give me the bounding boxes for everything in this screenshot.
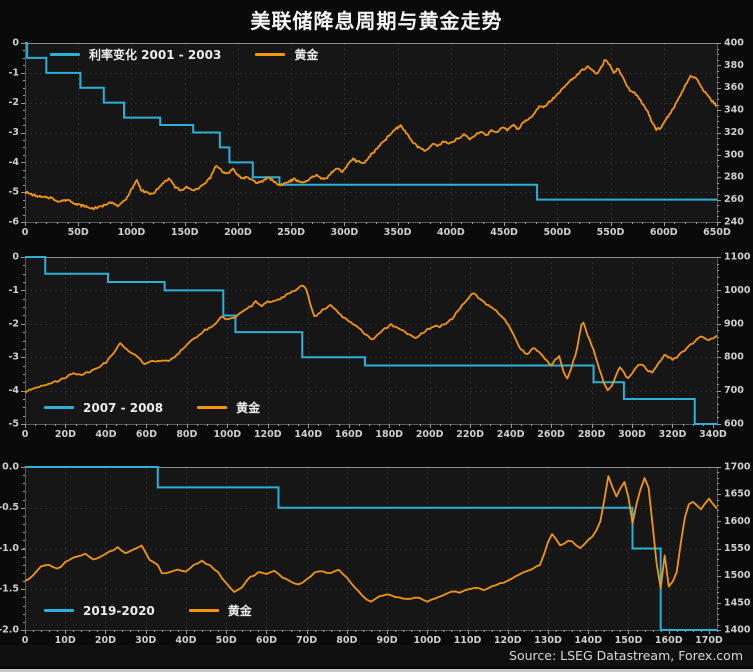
legend-2001-2003: 利率变化 2001 - 2003 黄金 — [50, 46, 318, 63]
chart-2001-2003 — [0, 36, 753, 240]
legend-label-rate-2007: 2007 - 2008 — [83, 400, 164, 415]
legend-item-gold-2019: 黄金 — [188, 602, 252, 619]
legend-2019-2020: 2019-2020 黄金 — [44, 602, 252, 619]
legend-label-rate-2019: 2019-2020 — [83, 603, 155, 618]
legend-label-gold-2001: 黄金 — [294, 48, 319, 62]
legend-2007-2008: 2007 - 2008 黄金 — [44, 399, 260, 416]
gold-line-icon — [188, 609, 219, 612]
legend-item-gold-2007: 黄金 — [197, 399, 260, 416]
rate-line-icon — [44, 406, 74, 409]
rate-line-icon — [50, 53, 80, 56]
legend-item-rate-2019: 2019-2020 — [44, 604, 155, 618]
legend-item-rate-2001: 利率变化 2001 - 2003 — [50, 46, 221, 63]
chart-2007-2008 — [0, 250, 753, 442]
legend-label-gold-2019: 黄金 — [227, 604, 252, 618]
source-bar: Source: LSEG Datastream, Forex.com — [0, 645, 753, 666]
legend-label-rate-2001: 利率变化 2001 - 2003 — [89, 48, 222, 62]
chart-2019-2020 — [0, 460, 753, 648]
legend-item-gold-2001: 黄金 — [255, 46, 318, 63]
legend-item-rate-2007: 2007 - 2008 — [44, 401, 163, 415]
legend-label-gold-2007: 黄金 — [236, 401, 261, 415]
gold-line-icon — [255, 53, 286, 56]
rate-line-icon — [44, 609, 74, 612]
gold-line-icon — [197, 406, 228, 409]
page-title: 美联储降息周期与黄金走势 — [250, 9, 503, 33]
source-text: Source: LSEG Datastream, Forex.com — [509, 648, 743, 663]
